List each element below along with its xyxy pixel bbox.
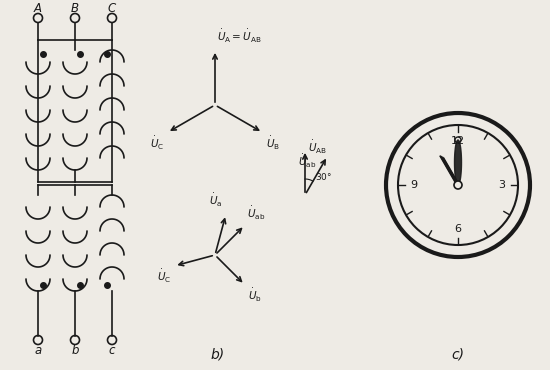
- Text: b: b: [72, 343, 79, 357]
- Text: $\dot{U}_\mathrm{a}$: $\dot{U}_\mathrm{a}$: [210, 192, 223, 209]
- Text: $\dot{U}_\mathrm{ab}$: $\dot{U}_\mathrm{ab}$: [298, 152, 316, 169]
- Polygon shape: [454, 140, 461, 185]
- Text: $\dot{U}_\mathrm{C}$: $\dot{U}_\mathrm{C}$: [150, 135, 164, 151]
- Text: B: B: [71, 1, 79, 14]
- Text: $\dot{U}_\mathrm{A}=\dot{U}_\mathrm{AB}$: $\dot{U}_\mathrm{A}=\dot{U}_\mathrm{AB}$: [217, 28, 262, 45]
- Text: $\dot{U}_\mathrm{AB}$: $\dot{U}_\mathrm{AB}$: [308, 138, 327, 155]
- Text: 12: 12: [451, 136, 465, 146]
- Text: 3: 3: [498, 180, 505, 190]
- Text: $\dot{U}_\mathrm{b}$: $\dot{U}_\mathrm{b}$: [248, 287, 262, 304]
- Text: $\dot{U}_\mathrm{B}$: $\dot{U}_\mathrm{B}$: [266, 135, 280, 151]
- Text: A: A: [34, 1, 42, 14]
- Text: $\dot{U}_\mathrm{ab}$: $\dot{U}_\mathrm{ab}$: [247, 205, 265, 222]
- Text: $30°$: $30°$: [315, 172, 332, 182]
- Text: a: a: [34, 343, 42, 357]
- Text: $\dot{U}_\mathrm{C}$: $\dot{U}_\mathrm{C}$: [157, 268, 172, 285]
- Circle shape: [454, 181, 462, 189]
- Text: 9: 9: [410, 180, 417, 190]
- Text: 6: 6: [454, 224, 461, 234]
- Circle shape: [398, 125, 518, 245]
- Text: c: c: [109, 343, 116, 357]
- Text: c): c): [452, 348, 465, 362]
- Text: b): b): [211, 348, 225, 362]
- Text: C: C: [108, 1, 116, 14]
